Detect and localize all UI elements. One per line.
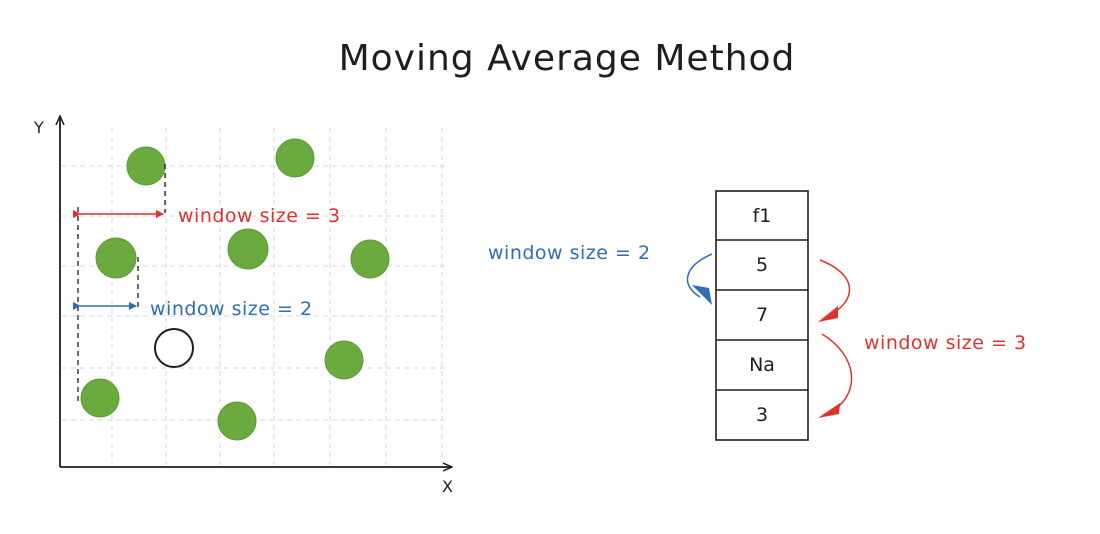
window-guides: [77, 164, 166, 405]
table-cell-missing: Na: [749, 354, 775, 376]
table-annotation-window-3: window size = 3: [864, 332, 1027, 354]
plot-annotation-window-2: window size = 2: [150, 298, 313, 320]
x-axis-label: X: [442, 477, 453, 496]
data-point: [324, 340, 364, 380]
feature-table: f1 5 7 Na 3: [715, 190, 809, 441]
data-point: [217, 401, 257, 441]
blue-arrowhead: [692, 285, 712, 305]
plot-annotation-window-3: window size = 3: [178, 205, 341, 227]
table-annotation-window-2: window size = 2: [488, 242, 651, 264]
table-cell: 3: [756, 404, 768, 426]
data-point: [126, 146, 166, 186]
red-arrowhead-upper: [818, 306, 838, 322]
y-axis-label: Y: [33, 118, 44, 137]
data-point: [95, 237, 137, 279]
data-points: [80, 138, 390, 441]
missing-point: [154, 328, 194, 368]
data-point: [80, 378, 120, 418]
data-point: [227, 228, 269, 270]
blue-curved-arrow: [686, 253, 713, 298]
data-point: [275, 138, 315, 178]
data-point: [350, 239, 390, 279]
diagram-title: Moving Average Method: [339, 38, 796, 79]
red-curved-arrow-upper: [819, 259, 851, 315]
table-header-cell: f1: [753, 205, 772, 227]
red-arrowhead-lower: [818, 403, 840, 418]
red-curved-arrow-lower: [821, 333, 853, 411]
table-cell: 5: [756, 254, 768, 276]
table-cell: 7: [756, 304, 768, 326]
